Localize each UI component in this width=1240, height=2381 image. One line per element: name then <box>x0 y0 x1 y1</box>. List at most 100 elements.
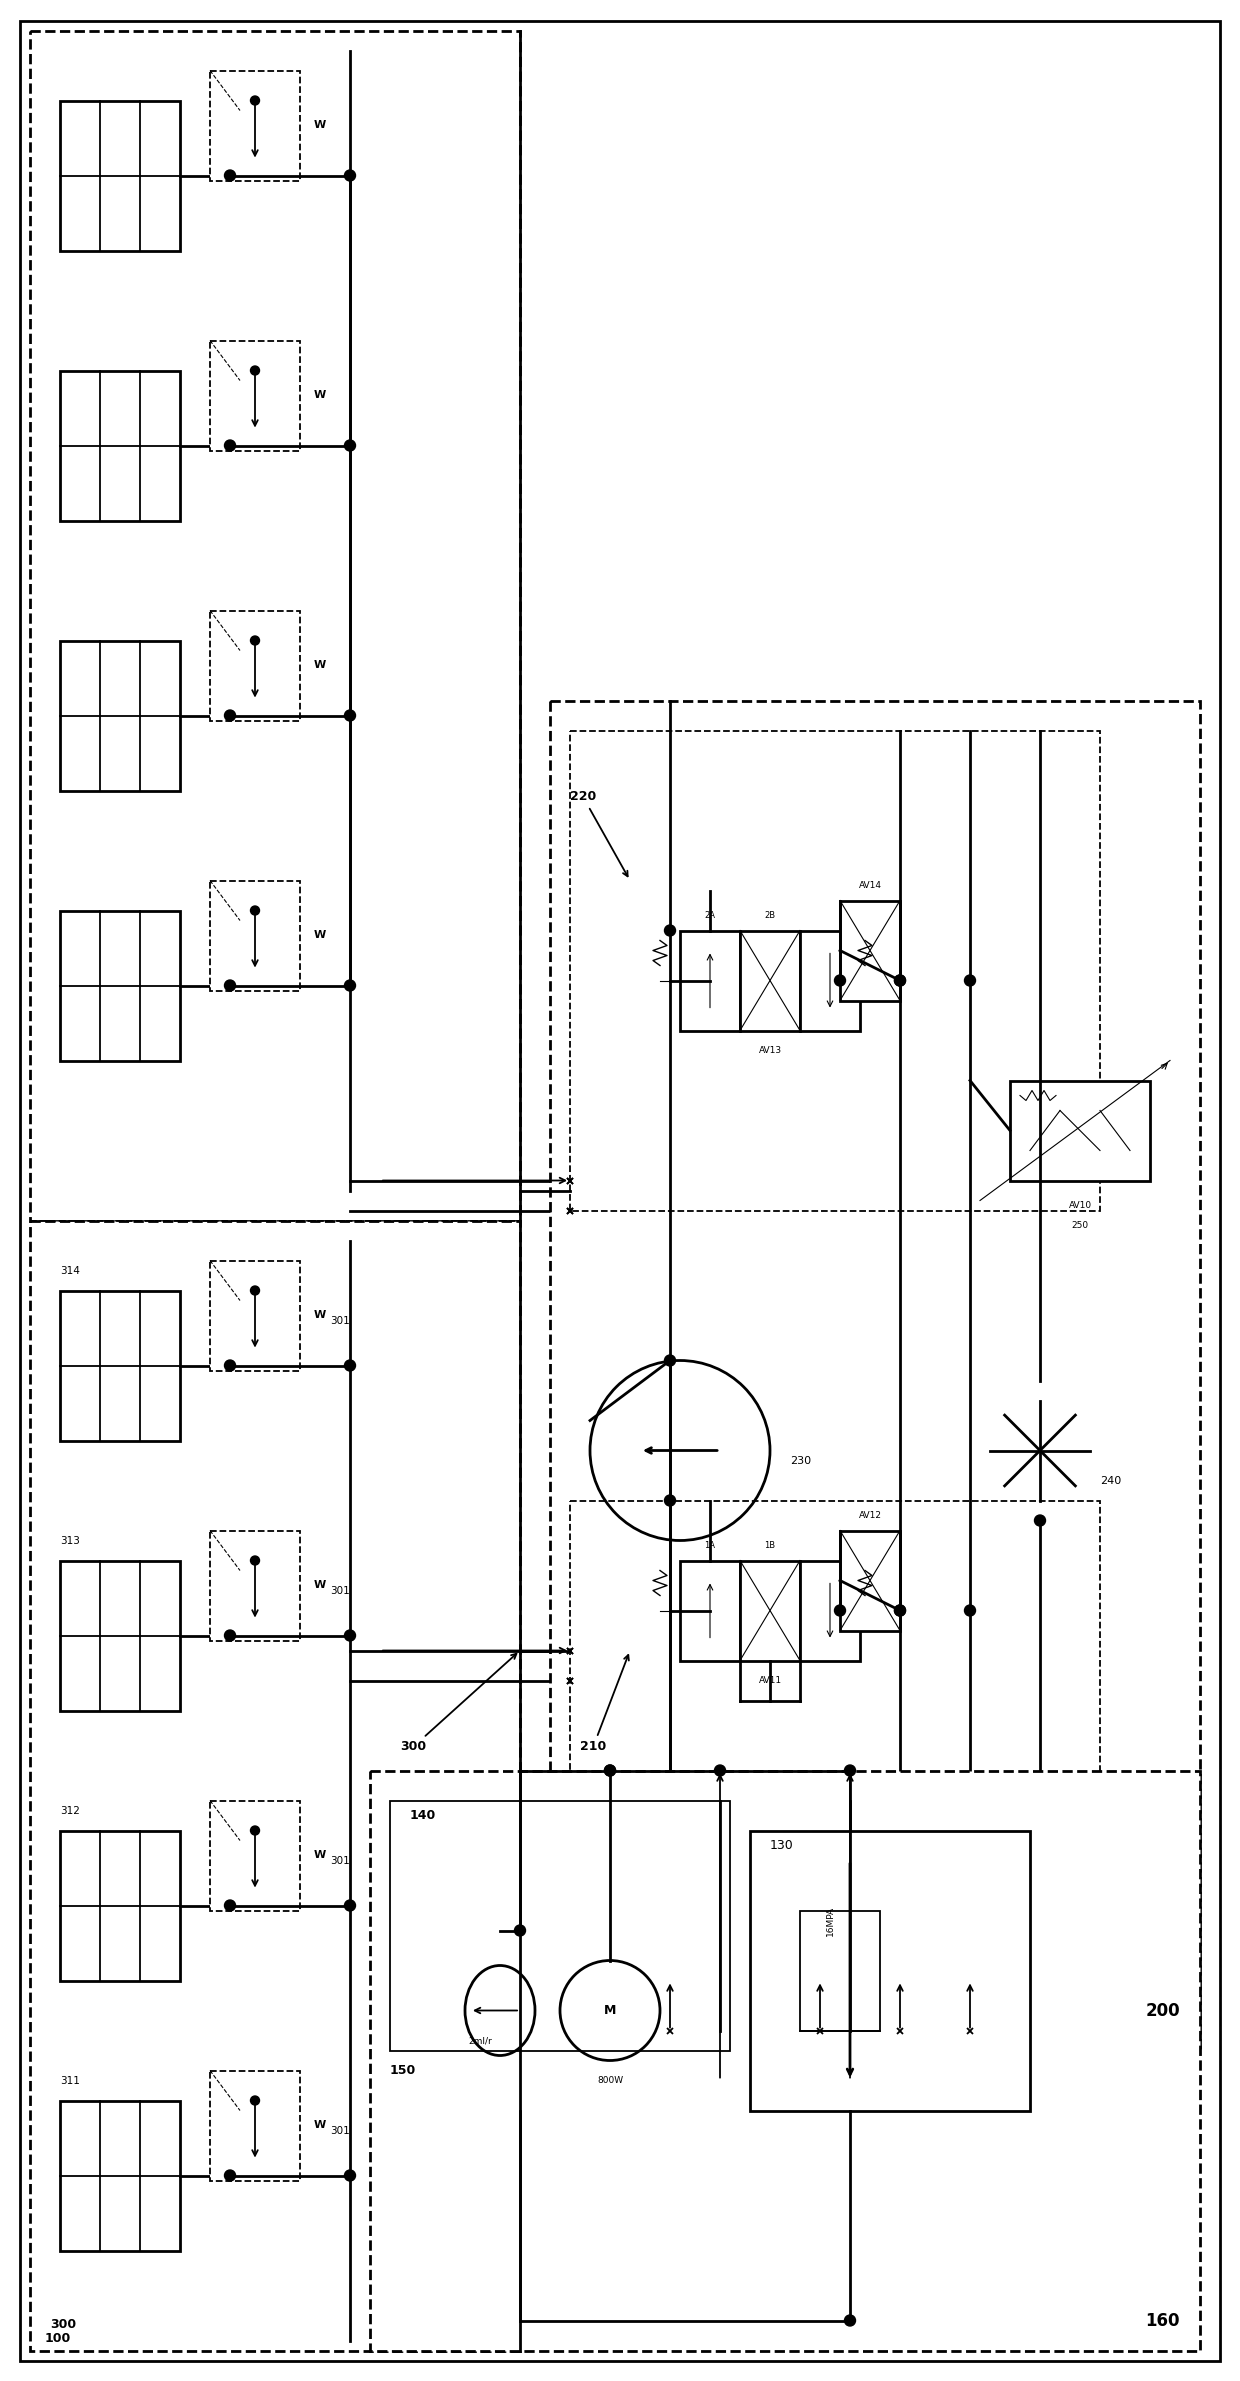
Text: 301: 301 <box>330 1586 350 1595</box>
Circle shape <box>965 974 976 986</box>
Circle shape <box>714 1764 725 1776</box>
Bar <box>740 1560 800 1660</box>
Bar <box>210 610 300 721</box>
Text: 301: 301 <box>330 1314 350 1326</box>
Text: 800W: 800W <box>596 2076 622 2086</box>
Circle shape <box>250 367 259 374</box>
Text: 150: 150 <box>391 2064 417 2076</box>
Text: 2ml/r: 2ml/r <box>469 2036 492 2045</box>
Bar <box>210 71 300 181</box>
Text: W: W <box>314 931 326 940</box>
Bar <box>680 1560 740 1660</box>
Text: 130: 130 <box>770 1838 794 1852</box>
Text: W: W <box>314 2121 326 2131</box>
Circle shape <box>835 974 846 986</box>
Circle shape <box>224 440 236 450</box>
Bar <box>210 2071 300 2181</box>
Circle shape <box>665 924 676 936</box>
Bar <box>210 1531 300 1641</box>
Bar <box>60 100 180 250</box>
Circle shape <box>345 440 356 450</box>
Bar <box>60 1831 180 1981</box>
Text: 200: 200 <box>1146 2002 1180 2021</box>
Bar <box>210 1800 300 1910</box>
Text: AV10: AV10 <box>1069 1200 1091 1210</box>
Text: 1A: 1A <box>704 1541 715 1550</box>
Text: 1B: 1B <box>764 1541 775 1550</box>
Text: 314: 314 <box>60 1264 79 1276</box>
Bar <box>210 1260 300 1371</box>
Text: 2B: 2B <box>764 912 775 919</box>
Circle shape <box>345 1631 356 1641</box>
Circle shape <box>345 710 356 721</box>
Text: M: M <box>604 2005 616 2017</box>
Text: 300: 300 <box>50 2317 76 2331</box>
Text: W: W <box>314 121 326 131</box>
Text: 210: 210 <box>580 1655 629 1752</box>
Text: 250: 250 <box>1071 1221 1089 1231</box>
Text: AV13: AV13 <box>759 1045 781 1055</box>
Text: 16MPA: 16MPA <box>826 1905 835 1936</box>
Circle shape <box>250 1826 259 1836</box>
Text: 313: 313 <box>60 1536 79 1545</box>
Circle shape <box>250 2095 259 2105</box>
Bar <box>210 881 300 990</box>
Text: AV11: AV11 <box>759 1676 781 1686</box>
Bar <box>800 1910 880 2031</box>
Bar <box>30 1221 520 2350</box>
Bar <box>680 931 740 1031</box>
Bar <box>1011 1081 1149 1181</box>
Text: 220: 220 <box>570 790 627 876</box>
Circle shape <box>250 907 259 914</box>
Bar <box>740 931 800 1031</box>
Text: 301: 301 <box>330 2126 350 2136</box>
Text: W: W <box>314 1850 326 1860</box>
Circle shape <box>250 95 259 105</box>
Bar <box>60 2100 180 2250</box>
Circle shape <box>894 974 905 986</box>
Circle shape <box>250 1286 259 1295</box>
Bar <box>60 371 180 521</box>
Bar <box>60 640 180 790</box>
Bar <box>551 700 1200 2050</box>
Circle shape <box>345 169 356 181</box>
Bar <box>839 900 900 1000</box>
Circle shape <box>965 1605 976 1617</box>
Text: 312: 312 <box>60 1805 79 1814</box>
Circle shape <box>224 1631 236 1641</box>
Text: 230: 230 <box>790 1455 811 1464</box>
Text: W: W <box>314 1581 326 1591</box>
Text: AV12: AV12 <box>858 1512 882 1519</box>
Bar <box>570 1500 1100 1981</box>
Circle shape <box>250 636 259 645</box>
Circle shape <box>605 1764 615 1776</box>
Bar <box>60 1291 180 1441</box>
Circle shape <box>894 1605 905 1617</box>
Circle shape <box>345 1360 356 1371</box>
Circle shape <box>894 1605 905 1617</box>
Circle shape <box>224 1360 236 1371</box>
Bar <box>60 1560 180 1710</box>
Bar <box>570 731 1100 1210</box>
Circle shape <box>224 169 236 181</box>
Circle shape <box>605 1764 615 1776</box>
Circle shape <box>844 1764 856 1776</box>
Bar <box>839 1531 900 1631</box>
Bar <box>60 910 180 1060</box>
Bar <box>210 340 300 450</box>
Circle shape <box>224 710 236 721</box>
Circle shape <box>835 1605 846 1617</box>
Text: 160: 160 <box>1146 2312 1180 2331</box>
Circle shape <box>345 1900 356 1912</box>
Bar <box>391 1800 730 2050</box>
Text: 2A: 2A <box>704 912 715 919</box>
Circle shape <box>224 981 236 990</box>
Bar <box>800 931 861 1031</box>
Bar <box>370 1771 1200 2350</box>
Bar <box>800 1560 861 1660</box>
Circle shape <box>250 1557 259 1564</box>
Text: W: W <box>314 660 326 671</box>
Circle shape <box>844 2314 856 2326</box>
Circle shape <box>345 981 356 990</box>
Bar <box>750 1831 1030 2110</box>
